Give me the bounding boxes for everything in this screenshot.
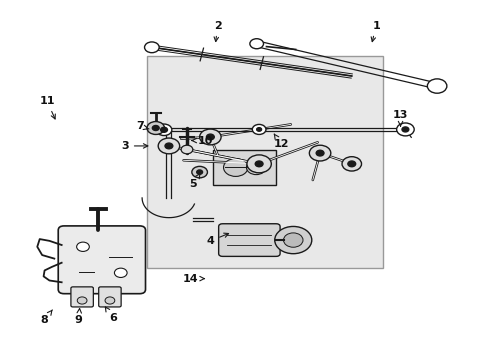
Circle shape — [105, 297, 115, 304]
Circle shape — [347, 161, 355, 167]
Text: 14: 14 — [183, 274, 204, 284]
Circle shape — [199, 129, 221, 145]
FancyBboxPatch shape — [218, 224, 280, 256]
Circle shape — [256, 128, 261, 131]
FancyBboxPatch shape — [58, 226, 145, 294]
Circle shape — [196, 170, 202, 174]
Circle shape — [246, 160, 265, 175]
Text: 4: 4 — [206, 233, 228, 246]
FancyBboxPatch shape — [99, 287, 121, 307]
Text: 3: 3 — [121, 141, 147, 151]
Text: 12: 12 — [273, 134, 288, 149]
Text: 10: 10 — [191, 136, 213, 145]
Circle shape — [144, 42, 159, 53]
Circle shape — [181, 145, 192, 154]
Text: 9: 9 — [75, 309, 82, 325]
Circle shape — [249, 39, 263, 49]
Circle shape — [164, 143, 172, 149]
Text: 11: 11 — [39, 96, 55, 119]
Circle shape — [223, 158, 247, 176]
Circle shape — [114, 268, 127, 278]
Circle shape — [156, 124, 171, 135]
Circle shape — [147, 122, 164, 134]
Text: 1: 1 — [370, 21, 379, 42]
Circle shape — [77, 242, 89, 251]
Circle shape — [252, 125, 265, 134]
Circle shape — [158, 138, 179, 154]
Text: 7: 7 — [136, 121, 149, 131]
Circle shape — [341, 157, 361, 171]
Circle shape — [77, 297, 87, 304]
Text: 6: 6 — [105, 307, 117, 323]
Text: 13: 13 — [392, 111, 407, 126]
Circle shape — [191, 166, 207, 178]
Circle shape — [283, 233, 303, 247]
Circle shape — [246, 155, 271, 173]
FancyBboxPatch shape — [147, 56, 383, 268]
FancyBboxPatch shape — [71, 287, 93, 307]
Circle shape — [152, 126, 159, 131]
Text: 2: 2 — [213, 21, 221, 41]
Circle shape — [160, 127, 167, 132]
Circle shape — [401, 127, 408, 132]
Text: 8: 8 — [41, 310, 52, 325]
Circle shape — [427, 79, 446, 93]
Circle shape — [274, 226, 311, 254]
Circle shape — [206, 134, 214, 140]
Text: 5: 5 — [189, 174, 200, 189]
Circle shape — [396, 123, 413, 136]
Circle shape — [316, 150, 324, 156]
FancyBboxPatch shape — [212, 149, 276, 185]
Circle shape — [309, 145, 330, 161]
Circle shape — [255, 161, 263, 167]
